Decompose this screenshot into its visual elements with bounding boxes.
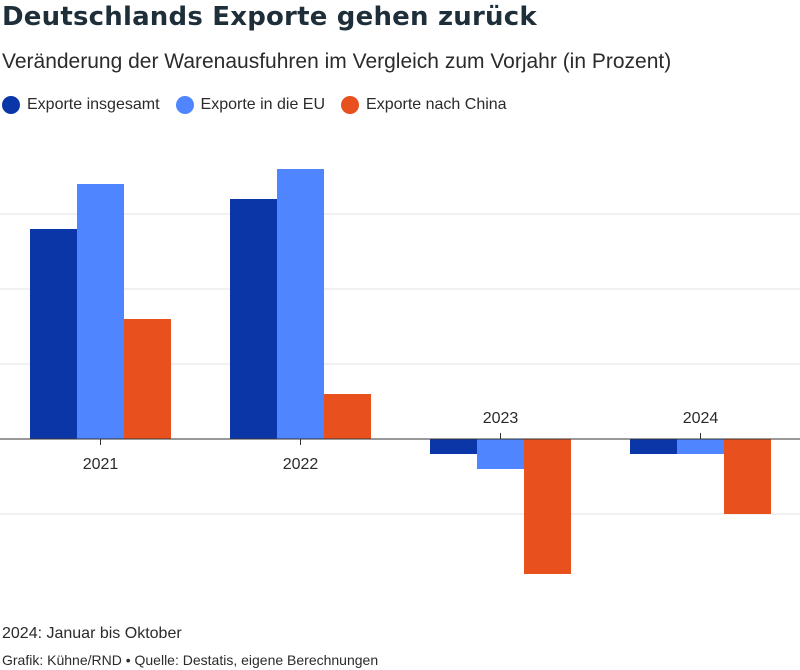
legend-label-eu: Exporte in die EU [200, 96, 326, 113]
x-tick-label: 2023 [483, 410, 519, 427]
source-credit: Grafik: Kühne/RND • Quelle: Destatis, ei… [2, 652, 379, 668]
legend-item-eu: Exporte in die EU [175, 96, 326, 114]
bar-chart: 2021 2022 2023 2024 [0, 169, 800, 574]
bar [230, 199, 277, 439]
legend-swatch-china [341, 96, 360, 114]
bar [524, 439, 571, 574]
x-tick-label: 2022 [283, 456, 319, 473]
x-tick-label: 2021 [83, 456, 119, 473]
footnote: 2024: Januar bis Oktober [2, 625, 182, 642]
bar [30, 229, 77, 439]
bar [77, 184, 124, 439]
legend: Exporte insgesamt Exporte in die EU Expo… [2, 96, 507, 114]
legend-label-insgesamt: Exporte insgesamt [27, 96, 160, 113]
legend-item-china: Exporte nach China [341, 96, 507, 114]
bar [324, 394, 371, 439]
chart-title: Deutschlands Exporte gehen zurück [2, 2, 537, 32]
bar [677, 439, 724, 454]
bar [430, 439, 477, 454]
bar [277, 169, 324, 439]
bar [477, 439, 524, 469]
bar [630, 439, 677, 454]
x-tick-label: 2024 [683, 410, 719, 427]
legend-swatch-insgesamt [2, 96, 20, 114]
chart-subtitle: Veränderung der Warenausfuhren im Vergle… [2, 50, 672, 73]
bar [124, 319, 171, 439]
bar [724, 439, 771, 514]
legend-item-insgesamt: Exporte insgesamt [2, 96, 160, 114]
legend-swatch-eu [175, 96, 194, 114]
legend-label-china: Exporte nach China [366, 96, 507, 113]
